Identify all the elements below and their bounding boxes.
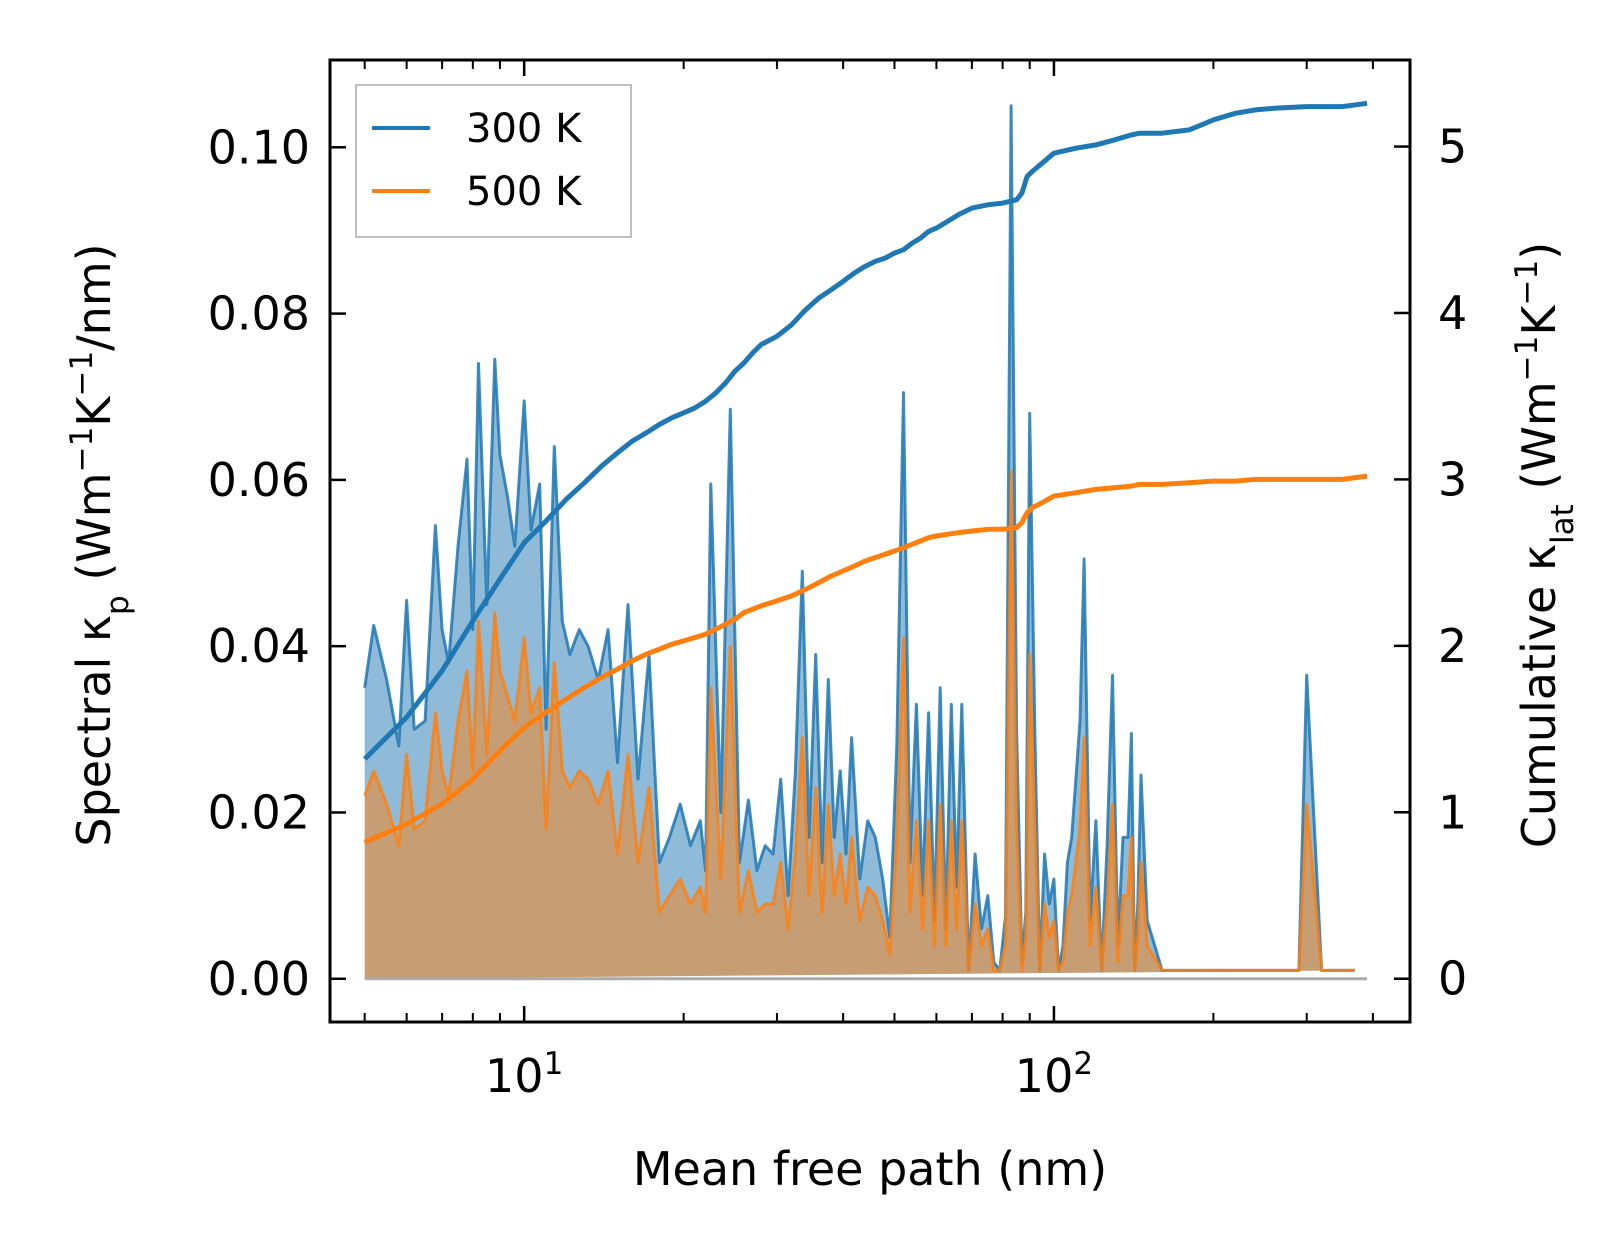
y-left-units3: /nm) [67, 243, 121, 350]
y-right-units3: ) [1512, 242, 1566, 260]
spectral-area-500k [364, 471, 1355, 979]
x-tick-exp: 1 [544, 1046, 564, 1082]
plot-area [362, 100, 1368, 981]
x-tick-base: 10 [485, 1049, 544, 1103]
y-right-tick-label: 5 [1438, 120, 1467, 174]
y-left-prefix: Spectral κ [67, 615, 121, 847]
y-left-sup1: −1 [64, 427, 100, 473]
y-right-tick-label: 2 [1438, 619, 1467, 673]
cumulative-line-500k [363, 473, 1368, 845]
cumulative-line-300k [362, 100, 1368, 761]
y-axis-title-right: Cumulative κlat (Wm−1K−1) [1509, 242, 1581, 848]
legend: 300 K 500 K [355, 84, 632, 238]
y-left-tick-label: 0.02 [208, 785, 310, 839]
y-left-sub: p [100, 595, 136, 615]
x-tick-exp: 2 [1073, 1046, 1093, 1082]
y-left-sup2: −1 [64, 351, 100, 397]
y-right-tick-label: 3 [1438, 452, 1467, 506]
y-right-units1: (Wm [1512, 381, 1566, 504]
y-right-tick-label: 0 [1438, 952, 1467, 1006]
y-right-sub: lat [1545, 504, 1581, 544]
x-axis-title: Mean free path (nm) [633, 1142, 1107, 1196]
y-right-prefix: Cumulative κ [1512, 544, 1566, 848]
y-left-units2: K [67, 395, 121, 427]
legend-label-300k: 300 K [466, 106, 583, 152]
y-axis-title-left: Spectral κp (Wm−1K−1/nm) [64, 243, 136, 846]
y-left-tick-label: 0.08 [208, 287, 310, 341]
y-left-tick-label: 0.10 [208, 120, 310, 174]
spectral-area-300k [364, 105, 1355, 979]
y-right-units2: K [1512, 304, 1566, 336]
y-left-tick-label: 0.00 [208, 952, 310, 1006]
spectral-line-500k [363, 470, 1355, 972]
x-tick-label: 101 [485, 1046, 563, 1103]
x-tick-base: 10 [1015, 1049, 1074, 1103]
legend-label-500k: 500 K [466, 169, 583, 215]
y-left-tick-label: 0.06 [208, 453, 310, 507]
y-right-tick-label: 4 [1438, 286, 1467, 340]
y-right-sup2: −1 [1509, 260, 1545, 306]
legend-box [355, 84, 632, 238]
y-left-tick-label: 0.04 [208, 619, 310, 673]
plot-frame [328, 58, 1412, 1024]
y-left-units1: (Wm [67, 472, 121, 595]
x-tick-label: 102 [1015, 1046, 1093, 1103]
y-right-tick-label: 1 [1438, 785, 1467, 839]
y-right-sup1: −1 [1509, 336, 1545, 382]
